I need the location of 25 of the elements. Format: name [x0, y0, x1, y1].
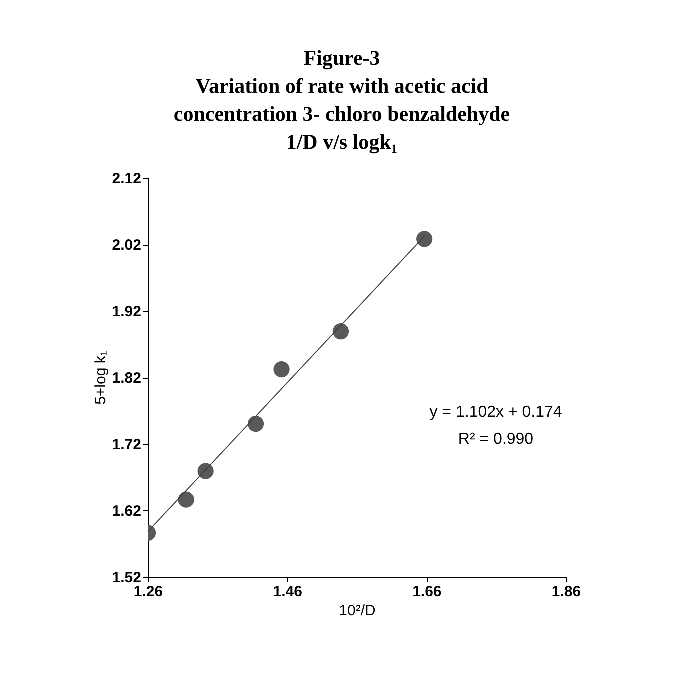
y-tick-label: 1.52	[112, 570, 142, 586]
x-tick-label: 1.46	[273, 584, 302, 600]
y-tick-label: 1.82	[112, 370, 142, 387]
x-tick-label: 1.86	[552, 584, 582, 600]
y-tick-label: 1.62	[112, 503, 142, 520]
x-axis-title: 10²/D	[339, 602, 376, 620]
point	[178, 492, 194, 508]
annotation: R² = 0.990	[458, 431, 534, 448]
y-axis-title: 5+log k₁	[92, 351, 110, 405]
text: Figure-3	[304, 46, 380, 70]
text: 1/D v/s logk₁	[286, 130, 398, 154]
point	[248, 416, 264, 432]
y-tick-label: 2.02	[112, 237, 142, 254]
y-tick-label: 1.72	[112, 436, 142, 454]
y-tick-label: 1.92	[112, 304, 142, 320]
text: Variation of rate with acetic acid	[196, 74, 488, 98]
y-tick-label: 2.12	[112, 170, 142, 188]
point	[198, 463, 214, 480]
text: concentration 3- chloro benzaldehyde	[174, 102, 510, 126]
point	[332, 324, 350, 340]
point	[416, 231, 433, 248]
x-tick-label: 1.66	[412, 584, 442, 600]
annotation: y = 1.102x + 0.174	[430, 404, 562, 421]
point	[274, 361, 290, 378]
x-tick-label: 1.26	[134, 584, 164, 600]
